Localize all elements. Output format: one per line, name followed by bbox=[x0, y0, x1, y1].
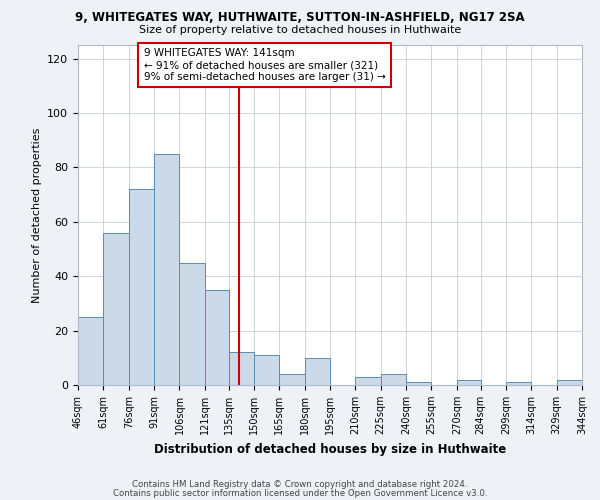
Bar bbox=[154, 154, 179, 385]
Bar bbox=[279, 374, 305, 385]
Y-axis label: Number of detached properties: Number of detached properties bbox=[32, 128, 41, 302]
Text: Contains public sector information licensed under the Open Government Licence v3: Contains public sector information licen… bbox=[113, 489, 487, 498]
Bar bbox=[103, 232, 129, 385]
Bar bbox=[305, 358, 330, 385]
X-axis label: Distribution of detached houses by size in Huthwaite: Distribution of detached houses by size … bbox=[154, 442, 506, 456]
Bar bbox=[406, 382, 431, 385]
Text: Contains HM Land Registry data © Crown copyright and database right 2024.: Contains HM Land Registry data © Crown c… bbox=[132, 480, 468, 489]
Bar bbox=[129, 189, 154, 385]
Bar bbox=[381, 374, 406, 385]
Text: 9 WHITEGATES WAY: 141sqm
← 91% of detached houses are smaller (321)
9% of semi-d: 9 WHITEGATES WAY: 141sqm ← 91% of detach… bbox=[143, 48, 385, 82]
Text: 9, WHITEGATES WAY, HUTHWAITE, SUTTON-IN-ASHFIELD, NG17 2SA: 9, WHITEGATES WAY, HUTHWAITE, SUTTON-IN-… bbox=[75, 11, 525, 24]
Bar bbox=[506, 382, 531, 385]
Bar bbox=[205, 290, 229, 385]
Bar bbox=[254, 355, 279, 385]
Bar bbox=[457, 380, 481, 385]
Bar bbox=[557, 380, 582, 385]
Bar bbox=[78, 317, 103, 385]
Bar bbox=[229, 352, 254, 385]
Text: Size of property relative to detached houses in Huthwaite: Size of property relative to detached ho… bbox=[139, 25, 461, 35]
Bar bbox=[179, 262, 205, 385]
Bar bbox=[355, 377, 381, 385]
